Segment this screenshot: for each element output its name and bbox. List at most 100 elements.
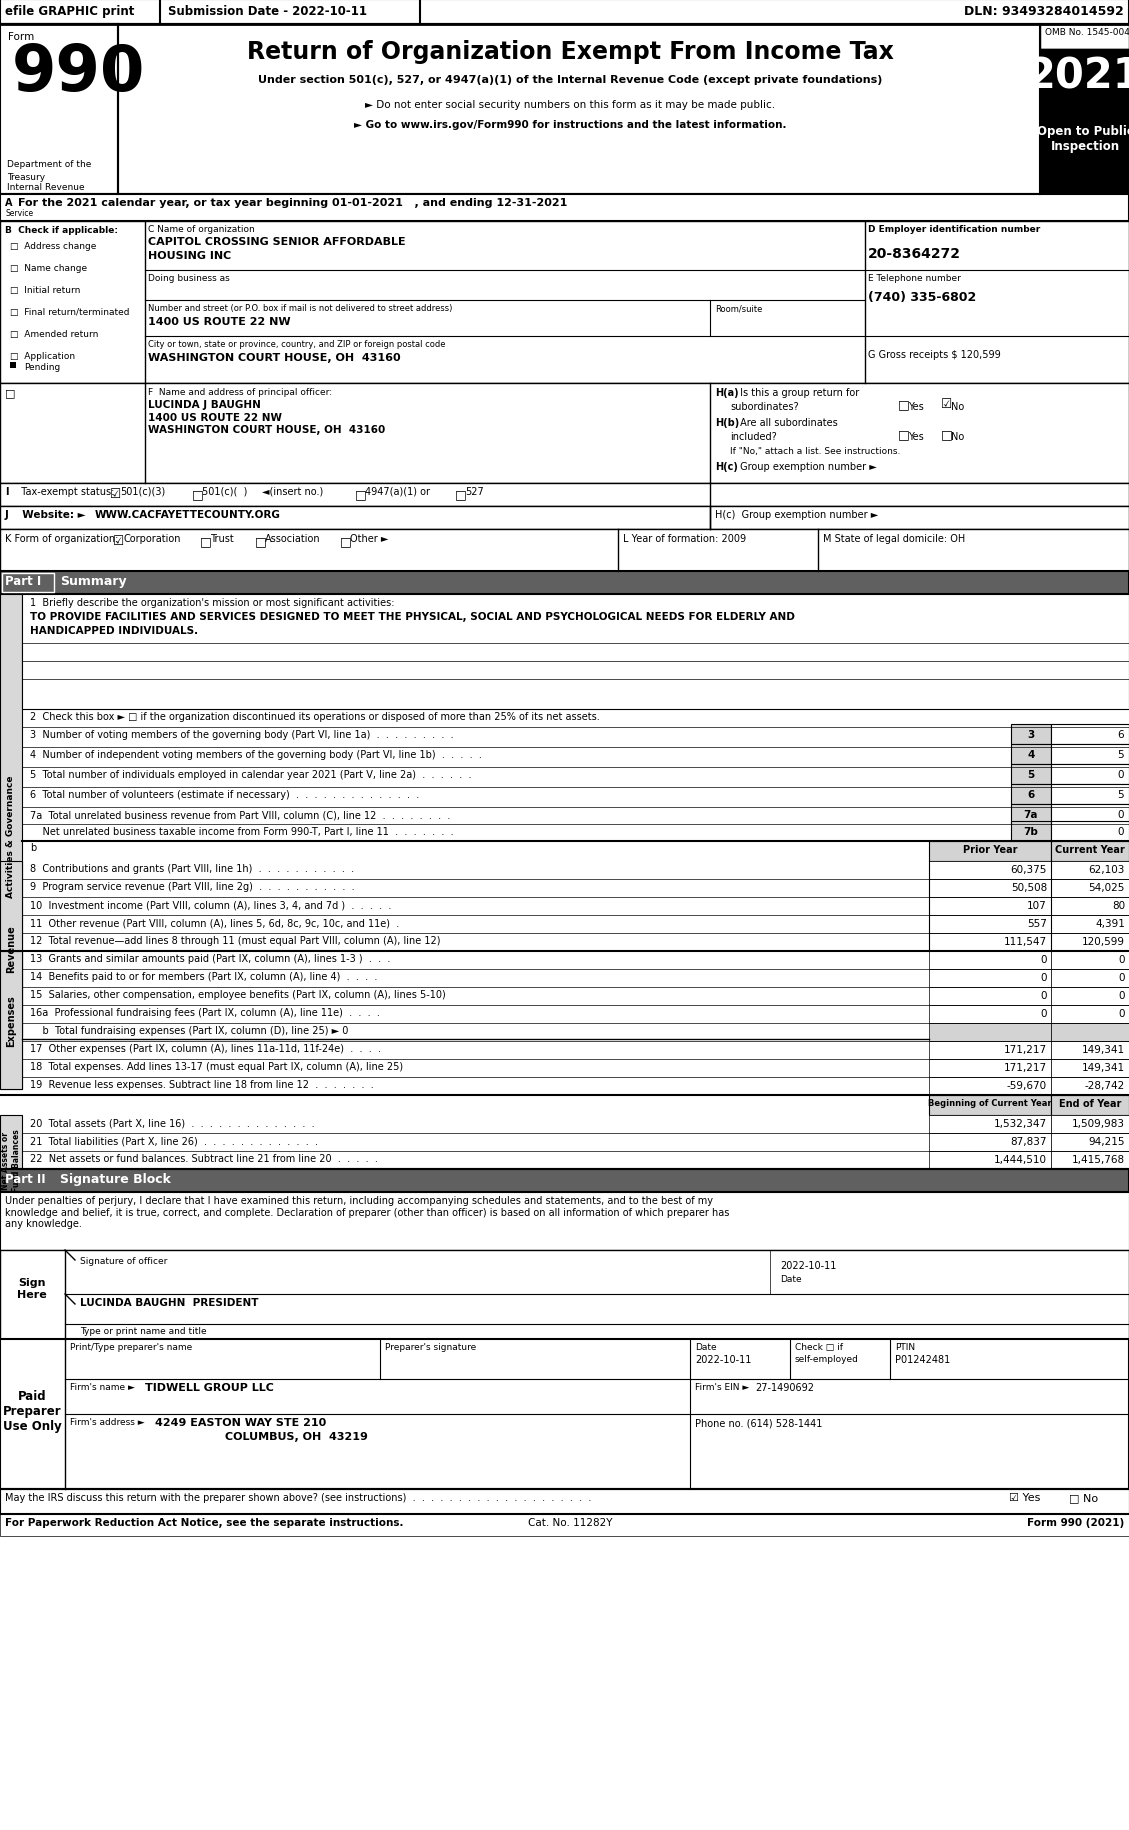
Text: May the IRS discuss this return with the preparer shown above? (see instructions: May the IRS discuss this return with the… (5, 1491, 592, 1502)
Bar (1010, 822, 1051, 842)
Bar (1051, 745, 1129, 765)
Text: □  Amended return: □ Amended return (10, 329, 98, 339)
Text: □: □ (255, 534, 266, 547)
Text: 1  Briefly describe the organization's mission or most significant activities:: 1 Briefly describe the organization's mi… (30, 598, 394, 608)
Text: 557: 557 (1027, 919, 1047, 928)
Text: b  Total fundraising expenses (Part IX, column (D), line 25) ► 0: b Total fundraising expenses (Part IX, c… (30, 1025, 349, 1036)
Bar (1051, 1041, 1129, 1060)
Text: Date: Date (780, 1274, 802, 1283)
Bar (1051, 988, 1129, 1005)
Bar (0, 529, 1129, 571)
Text: Signature of officer: Signature of officer (80, 1257, 167, 1265)
Text: 80: 80 (1112, 900, 1124, 911)
Bar (1051, 822, 1129, 842)
Bar (0, 571, 1129, 595)
Bar (929, 1151, 1051, 1169)
Bar (1051, 725, 1129, 745)
Text: L Year of formation: 2009: L Year of formation: 2009 (623, 534, 746, 544)
Bar (929, 1023, 1051, 1041)
Text: H(b): H(b) (715, 417, 739, 428)
Text: 14  Benefits paid to or for members (Part IX, column (A), line 4)  .  .  .  .: 14 Benefits paid to or for members (Part… (30, 972, 377, 981)
Text: 1,415,768: 1,415,768 (1071, 1155, 1124, 1164)
Bar (929, 952, 1051, 970)
Text: 6  Total number of volunteers (estimate if necessary)  .  .  .  .  .  .  .  .  .: 6 Total number of volunteers (estimate i… (30, 789, 419, 800)
Bar (929, 988, 1051, 1005)
Bar (1051, 1023, 1129, 1041)
Text: □  Address change: □ Address change (10, 242, 96, 251)
Text: J: J (5, 511, 9, 520)
Bar (929, 1078, 1051, 1096)
Text: Activities & Governance: Activities & Governance (7, 776, 16, 899)
Text: 4,391: 4,391 (1095, 919, 1124, 928)
Text: No: No (951, 432, 964, 441)
Text: 60,375: 60,375 (1010, 864, 1047, 875)
Text: 120,599: 120,599 (1082, 937, 1124, 946)
Text: efile GRAPHIC print: efile GRAPHIC print (5, 5, 134, 18)
Text: 94,215: 94,215 (1088, 1136, 1124, 1146)
Text: M State of legal domicile: OH: M State of legal domicile: OH (823, 534, 965, 544)
Text: Is this a group return for: Is this a group return for (737, 388, 859, 397)
Bar (0, 952, 21, 1089)
Text: □: □ (355, 489, 367, 501)
Text: 4249 EASTON WAY STE 210: 4249 EASTON WAY STE 210 (155, 1416, 326, 1427)
Text: Department of the: Department of the (7, 159, 91, 168)
Text: Trust: Trust (210, 534, 234, 544)
Text: 2022-10-11: 2022-10-11 (695, 1354, 752, 1363)
Text: 7a  Total unrelated business revenue from Part VIII, column (C), line 12  .  .  : 7a Total unrelated business revenue from… (30, 809, 450, 820)
Text: □: □ (898, 428, 910, 441)
Bar (929, 1060, 1051, 1078)
Text: □ No: □ No (1069, 1491, 1099, 1502)
Text: G Gross receipts $ 120,599: G Gross receipts $ 120,599 (868, 350, 1000, 361)
Text: Firm's EIN ►: Firm's EIN ► (695, 1382, 750, 1391)
Text: Yes: Yes (908, 403, 924, 412)
Text: D Employer identification number: D Employer identification number (868, 225, 1040, 234)
Text: 111,547: 111,547 (1004, 937, 1047, 946)
Text: Under section 501(c), 527, or 4947(a)(1) of the Internal Revenue Code (except pr: Under section 501(c), 527, or 4947(a)(1)… (257, 75, 882, 84)
Text: F  Name and address of principal officer:: F Name and address of principal officer: (148, 388, 332, 397)
Text: 3  Number of voting members of the governing body (Part VI, line 1a)  .  .  .  .: 3 Number of voting members of the govern… (30, 730, 454, 739)
Text: 12  Total revenue—add lines 8 through 11 (must equal Part VIII, column (A), line: 12 Total revenue—add lines 8 through 11 … (30, 935, 440, 946)
Bar (929, 970, 1051, 988)
Text: LUCINDA BAUGHN  PRESIDENT: LUCINDA BAUGHN PRESIDENT (80, 1297, 259, 1307)
Text: 1,444,510: 1,444,510 (994, 1155, 1047, 1164)
Text: 1400 US ROUTE 22 NW: 1400 US ROUTE 22 NW (148, 317, 290, 328)
Text: Website: ►: Website: ► (15, 511, 86, 520)
Text: C Name of organization: C Name of organization (148, 225, 255, 234)
Bar (21, 595, 1129, 710)
Bar (0, 0, 1129, 26)
Bar (1051, 1005, 1129, 1023)
Text: TIDWELL GROUP LLC: TIDWELL GROUP LLC (145, 1382, 274, 1393)
Text: 9  Program service revenue (Part VIII, line 2g)  .  .  .  .  .  .  .  .  .  .  .: 9 Program service revenue (Part VIII, li… (30, 882, 355, 891)
Bar (0, 862, 21, 1036)
Text: 0: 0 (1119, 955, 1124, 964)
Text: Current Year: Current Year (1056, 844, 1124, 855)
Bar (929, 1116, 1051, 1133)
Text: Type or print name and title: Type or print name and title (80, 1327, 207, 1336)
Bar (929, 1096, 1051, 1116)
Bar (1051, 765, 1129, 785)
Bar (1051, 1116, 1129, 1133)
Text: Form 990 (2021): Form 990 (2021) (1026, 1517, 1124, 1528)
Bar (0, 1116, 21, 1206)
Text: 5  Total number of individuals employed in calendar year 2021 (Part V, line 2a) : 5 Total number of individuals employed i… (30, 770, 472, 780)
Text: DLN: 93493284014592: DLN: 93493284014592 (964, 5, 1124, 18)
Text: Pending: Pending (24, 362, 60, 371)
Text: 15  Salaries, other compensation, employee benefits (Part IX, column (A), lines : 15 Salaries, other compensation, employe… (30, 990, 446, 999)
Text: 2  Check this box ► □ if the organization discontinued its operations or dispose: 2 Check this box ► □ if the organization… (30, 712, 599, 721)
Text: 0: 0 (1041, 990, 1047, 1001)
Text: For the 2021 calendar year, or tax year beginning 01-01-2021   , and ending 12-3: For the 2021 calendar year, or tax year … (18, 198, 568, 209)
Text: LUCINDA J BAUGHN: LUCINDA J BAUGHN (148, 399, 261, 410)
Bar (929, 1041, 1051, 1060)
Text: □: □ (898, 397, 910, 410)
Text: ☑: ☑ (940, 397, 952, 410)
Text: I: I (5, 487, 9, 496)
Bar (0, 1169, 1129, 1193)
Bar (1040, 26, 1129, 49)
Text: □  Final return/terminated: □ Final return/terminated (10, 307, 130, 317)
Text: PTIN: PTIN (895, 1341, 916, 1351)
Bar (1051, 880, 1129, 897)
Text: -28,742: -28,742 (1085, 1080, 1124, 1091)
Text: Association: Association (265, 534, 321, 544)
Bar (0, 1340, 1129, 1490)
Text: 21  Total liabilities (Part X, line 26)  .  .  .  .  .  .  .  .  .  .  .  .  .: 21 Total liabilities (Part X, line 26) .… (30, 1135, 318, 1146)
